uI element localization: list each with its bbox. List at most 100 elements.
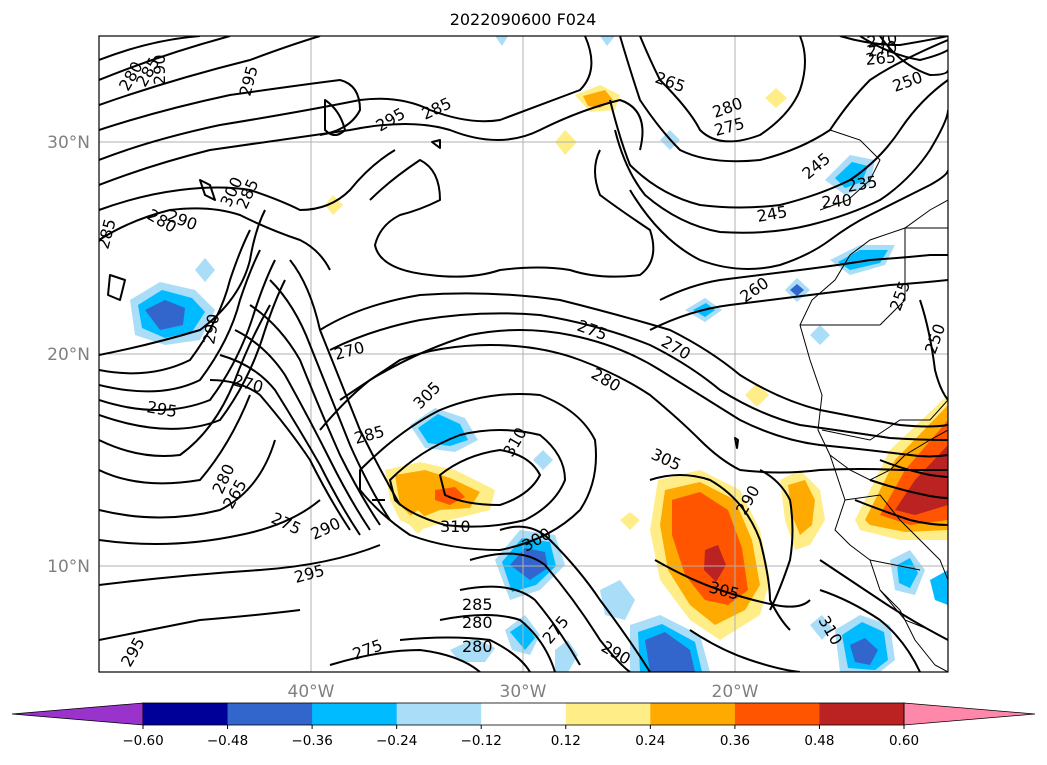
contour-line (389, 429, 566, 528)
lon-label: 40°W (288, 682, 335, 702)
colorbar-extend-high (903, 702, 1036, 726)
colorbar-bin (312, 703, 398, 725)
colorbar-bin (734, 703, 820, 725)
contour-line (219, 354, 361, 536)
colorbar-bin (143, 703, 229, 725)
contour-label: 295 (292, 561, 326, 587)
contour-label: 290 (150, 54, 169, 85)
contour-line (399, 636, 531, 672)
contour-line (659, 254, 948, 301)
contour-line (459, 585, 581, 666)
contour-line (199, 179, 216, 201)
positive-patch (704, 545, 726, 582)
lat-label: 30°N (47, 133, 90, 153)
contour-line (879, 459, 948, 478)
negative-patch (533, 450, 553, 470)
positive-patch (788, 480, 815, 535)
colorbar-tick-label: 0.48 (804, 733, 834, 749)
negative-patch (555, 640, 578, 672)
contour-label: 240 (821, 190, 853, 212)
contour-line (329, 649, 481, 672)
contour-label: 280 (588, 364, 624, 396)
contour-line (99, 79, 361, 136)
contour-line (99, 544, 381, 586)
contour-line (629, 169, 948, 270)
negative-patch (930, 570, 948, 605)
positive-patch (405, 510, 430, 534)
contour-line (734, 437, 739, 449)
contour-line (319, 329, 948, 458)
negative-patch (600, 36, 615, 46)
contour-line (209, 379, 351, 531)
contour-label: 285 (462, 595, 493, 614)
negative-patch (145, 300, 185, 330)
border (879, 589, 931, 631)
contour-label: 275 (268, 508, 304, 538)
contour-line (469, 552, 631, 672)
colorbar-tick-label: −0.24 (376, 733, 417, 749)
contour-line (107, 274, 126, 301)
contour-line (819, 559, 948, 641)
contour-line (759, 469, 794, 611)
contour-line (99, 394, 251, 485)
contour-line (854, 499, 948, 526)
negative-patch (495, 36, 508, 46)
colorbar-outline (142, 702, 905, 726)
contour-line (99, 279, 286, 430)
contour-line (99, 249, 261, 393)
contour-line (99, 229, 251, 375)
negative-patch (810, 325, 830, 345)
border (869, 559, 921, 571)
contour-label: 250 (921, 321, 949, 356)
positive-patch (620, 512, 640, 530)
contour-line (689, 629, 801, 672)
lon-axis: 40°W 30°W 20°W (288, 682, 759, 702)
contour-label: 285 (419, 93, 455, 123)
map-frame (98, 35, 949, 673)
negative-patch (838, 250, 888, 270)
contour-line (99, 207, 331, 271)
contour-label: 250 (890, 67, 925, 95)
contour-line (359, 393, 597, 551)
contour-label: 270 (332, 338, 366, 364)
contour-line (614, 109, 948, 234)
contour-line (99, 304, 271, 457)
contour-line (99, 149, 396, 211)
contour-line (369, 149, 655, 278)
contour-line (339, 344, 948, 474)
contour-line (99, 36, 231, 81)
contour-label: 245 (755, 202, 788, 226)
coastline-africa (799, 199, 948, 481)
contour-line (99, 36, 593, 161)
positive-patch (745, 383, 769, 407)
contour-line (99, 36, 201, 61)
contour-line (249, 304, 381, 526)
contour-line (99, 99, 644, 186)
contour-label: 280 (462, 637, 493, 656)
contour-label: 295 (236, 64, 262, 98)
lon-label: 20°W (712, 682, 759, 702)
contour-label: 290 (199, 312, 223, 345)
colorbar-tick-label: 0.12 (551, 733, 581, 749)
positive-patch (765, 88, 787, 108)
contour-line (99, 439, 276, 519)
lon-label: 30°W (500, 682, 547, 702)
contour-line (654, 559, 811, 608)
negative-patch (835, 162, 868, 188)
negative-patch (850, 638, 878, 665)
contour-line (499, 525, 651, 672)
negative-patch (645, 632, 695, 672)
contour-label: 275 (350, 635, 385, 663)
lat-label: 10°N (47, 557, 90, 577)
contour-line (649, 474, 791, 631)
contour-line (879, 36, 948, 76)
contour-line (329, 312, 948, 441)
negative-patch (195, 258, 215, 282)
border (844, 494, 948, 581)
colorbar-tick-label: −0.12 (461, 733, 502, 749)
contour-line (439, 449, 541, 506)
colorbar-bin (819, 703, 905, 725)
contour-line (289, 259, 401, 506)
negative-patch (510, 548, 548, 580)
